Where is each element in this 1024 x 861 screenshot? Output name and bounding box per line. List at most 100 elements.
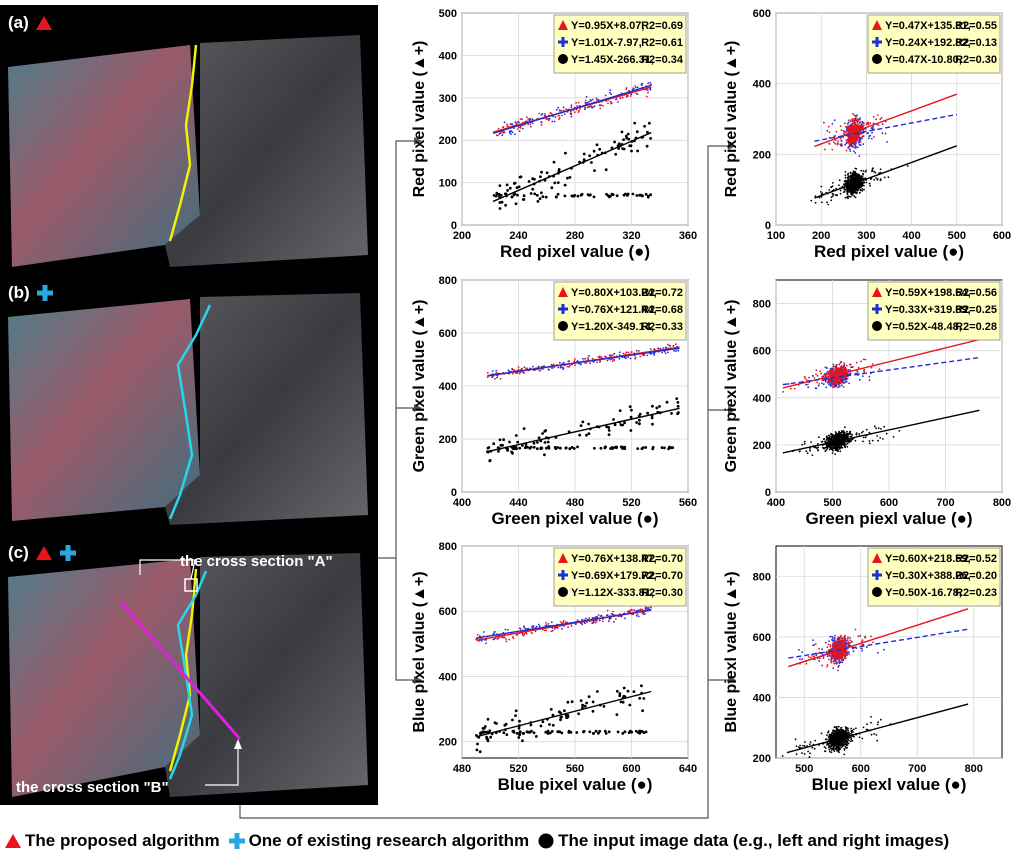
- input-point: [826, 201, 828, 204]
- input-point: [819, 191, 822, 193]
- input-point: [803, 753, 806, 755]
- existing-point: [877, 651, 879, 654]
- input-point: [638, 729, 642, 733]
- proposed-point: [638, 350, 640, 352]
- input-point: [836, 746, 839, 748]
- existing-point: [821, 648, 823, 651]
- existing-point: [543, 365, 545, 367]
- proposed-point: [595, 98, 598, 101]
- proposed-point: [639, 608, 642, 611]
- input-point: [551, 713, 555, 717]
- existing-point: [823, 121, 825, 124]
- proposed-point: [662, 347, 665, 349]
- input-point: [898, 430, 901, 432]
- input-point: [885, 432, 888, 435]
- black-dot-icon: [558, 587, 568, 597]
- input-point: [842, 191, 845, 194]
- existing-point: [588, 100, 591, 103]
- input-point: [604, 168, 608, 172]
- proposed-point: [526, 116, 528, 119]
- proposed-point: [586, 621, 588, 624]
- existing-point: [849, 120, 852, 123]
- input-point: [842, 733, 845, 736]
- input-point: [845, 182, 848, 185]
- input-point: [823, 745, 826, 748]
- proposed-point: [570, 105, 573, 108]
- input-point: [548, 723, 551, 726]
- input-point: [781, 755, 784, 757]
- input-point: [595, 143, 599, 147]
- input-point: [556, 192, 560, 196]
- input-point: [861, 737, 864, 740]
- x-tick-label: 600: [622, 763, 640, 775]
- proposed-point: [839, 125, 842, 128]
- y-tick-label: 400: [439, 671, 457, 683]
- input-point: [876, 178, 879, 180]
- input-point: [838, 179, 841, 182]
- existing-point: [498, 132, 501, 135]
- input-point: [642, 697, 646, 700]
- input-point: [816, 447, 818, 449]
- proposed-point: [862, 358, 865, 361]
- input-point: [513, 192, 517, 196]
- proposed-point: [538, 112, 541, 115]
- input-point: [847, 733, 850, 736]
- proposed-point: [552, 363, 555, 366]
- existing-point: [858, 118, 861, 121]
- r-squared-text: R2=0.30: [955, 54, 997, 66]
- proposed-point: [570, 104, 573, 106]
- regression-line-existing: [492, 84, 652, 134]
- input-point: [481, 727, 485, 730]
- scatter-plot: 400 440 480 520 5600200400600800Y=0.80X+103.…: [411, 275, 697, 528]
- input-point: [630, 149, 633, 153]
- input-point: [610, 146, 614, 150]
- existing-point: [677, 349, 680, 352]
- input-point: [593, 169, 596, 173]
- proposed-point: [851, 118, 854, 120]
- input-point: [505, 183, 509, 187]
- input-point: [675, 397, 679, 400]
- equation-box: Y=0.80X+103.24,R2=0.72Y=0.76X+121.44,R2=…: [553, 281, 687, 341]
- proposed-point: [869, 122, 872, 125]
- proposed-point: [596, 620, 598, 622]
- proposed-point: [842, 368, 844, 370]
- proposed-point: [850, 128, 853, 131]
- input-point: [629, 429, 633, 432]
- x-axis-title: Red pixel value (●): [500, 242, 650, 261]
- input-point: [581, 703, 584, 707]
- scatter-plot: 500 600 700 800200400600800Y=0.60X+218.59,R…: [723, 545, 1003, 794]
- input-point: [808, 756, 811, 758]
- existing-point: [653, 348, 656, 350]
- existing-point: [576, 105, 578, 107]
- y-tick-label: 400: [439, 381, 457, 393]
- proposed-point: [636, 613, 639, 615]
- regression-line-input: [814, 145, 958, 199]
- proposed-point: [855, 361, 858, 364]
- input-point: [499, 193, 503, 197]
- existing-point: [811, 375, 814, 377]
- existing-point: [551, 120, 554, 123]
- input-point: [578, 433, 582, 437]
- proposed-point: [827, 125, 830, 128]
- existing-point: [807, 386, 810, 389]
- input-point: [500, 200, 504, 204]
- input-point: [660, 446, 664, 449]
- r-squared-text: R2=0.69: [641, 20, 683, 32]
- input-point: [670, 412, 673, 415]
- cross-section-a-callout: [139, 559, 196, 580]
- proposed-point: [852, 120, 854, 122]
- input-point: [849, 195, 852, 198]
- proposed-point: [568, 366, 570, 368]
- input-point: [860, 432, 863, 434]
- proposed-point: [588, 617, 591, 619]
- input-point: [850, 740, 852, 743]
- input-point: [635, 421, 638, 424]
- proposed-point: [631, 609, 633, 612]
- input-point: [841, 742, 844, 744]
- input-point: [552, 160, 556, 164]
- input-point: [576, 194, 580, 198]
- input-point: [615, 713, 619, 716]
- proposed-point: [577, 101, 580, 104]
- x-tick-label: 300: [857, 230, 875, 242]
- y-tick-label: 400: [753, 393, 771, 405]
